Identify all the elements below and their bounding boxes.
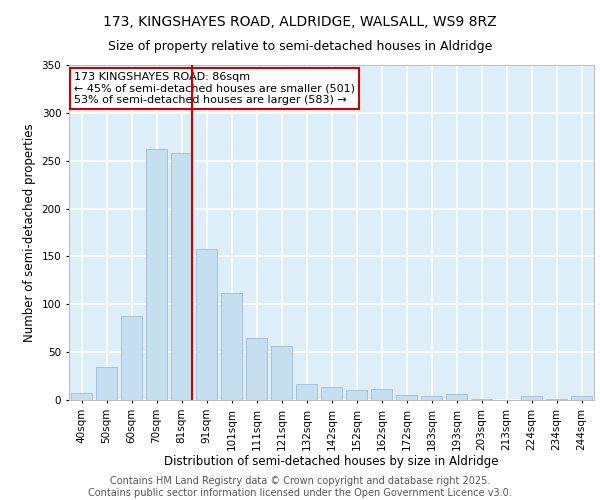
X-axis label: Distribution of semi-detached houses by size in Aldridge: Distribution of semi-detached houses by …	[164, 456, 499, 468]
Bar	[471, 399, 492, 400]
Text: Contains HM Land Registry data © Crown copyright and database right 2025.
Contai: Contains HM Land Registry data © Crown c…	[88, 476, 512, 498]
Text: 173 KINGSHAYES ROAD: 86sqm
← 45% of semi-detached houses are smaller (501)
53% o: 173 KINGSHAYES ROAD: 86sqm ← 45% of semi…	[74, 72, 355, 105]
Bar	[146, 149, 167, 400]
Bar	[346, 390, 367, 400]
Bar	[546, 399, 567, 400]
Text: 173, KINGSHAYES ROAD, ALDRIDGE, WALSALL, WS9 8RZ: 173, KINGSHAYES ROAD, ALDRIDGE, WALSALL,…	[103, 15, 497, 29]
Bar	[321, 386, 342, 400]
Bar	[196, 249, 217, 400]
Bar	[121, 316, 142, 400]
Bar	[396, 395, 417, 400]
Bar	[421, 396, 442, 400]
Bar	[296, 384, 317, 400]
Bar	[446, 394, 467, 400]
Bar	[246, 338, 267, 400]
Bar	[371, 390, 392, 400]
Bar	[96, 366, 117, 400]
Bar	[271, 346, 292, 400]
Bar	[71, 394, 92, 400]
Bar	[521, 396, 542, 400]
Bar	[171, 153, 192, 400]
Y-axis label: Number of semi-detached properties: Number of semi-detached properties	[23, 123, 36, 342]
Bar	[221, 293, 242, 400]
Bar	[571, 396, 592, 400]
Text: Size of property relative to semi-detached houses in Aldridge: Size of property relative to semi-detach…	[108, 40, 492, 53]
